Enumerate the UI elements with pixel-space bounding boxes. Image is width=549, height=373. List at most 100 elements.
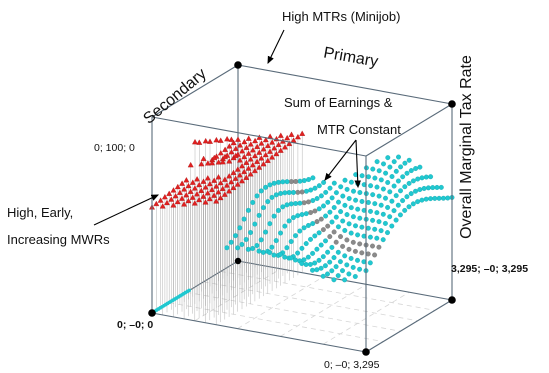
point-grey: [359, 250, 365, 256]
point-cyan: [398, 164, 404, 170]
point-cyan: [237, 225, 243, 231]
corner-dot: [448, 100, 456, 108]
point-cyan: [370, 192, 376, 198]
point-red: [230, 184, 237, 190]
point-cyan: [323, 213, 329, 219]
point-cyan: [365, 200, 371, 205]
point-red: [221, 176, 228, 182]
point-cyan: [423, 196, 429, 202]
point-cyan: [338, 209, 344, 215]
point-cyan: [410, 201, 416, 207]
point-cyan: [288, 255, 294, 261]
point-cyan: [303, 188, 309, 194]
point-cyan: [310, 267, 315, 273]
point-red: [202, 184, 209, 190]
point-cyan: [327, 209, 333, 215]
point-cyan: [402, 184, 408, 190]
point-cyan: [423, 174, 429, 180]
point-red: [192, 138, 198, 145]
point-red: [198, 160, 205, 167]
point-grey: [312, 208, 318, 214]
point-cyan: [380, 186, 386, 192]
floor-grid-line: [322, 291, 410, 345]
point-cyan: [404, 194, 410, 200]
point-cyan: [297, 200, 303, 206]
point-cyan: [372, 226, 378, 232]
point-cyan: [288, 201, 294, 207]
point-cyan: [250, 246, 256, 251]
point-cyan: [402, 160, 408, 166]
point-cyan: [372, 201, 378, 207]
point-cyan: [432, 195, 438, 201]
point-grey: [299, 189, 305, 195]
point-red: [170, 187, 177, 193]
point-red: [224, 135, 231, 142]
point-cyan: [329, 219, 335, 225]
point-cyan: [245, 207, 251, 213]
point-cyan: [299, 261, 305, 266]
point-cyan: [353, 223, 358, 229]
point-cyan: [406, 180, 412, 186]
point-red: [239, 148, 246, 154]
point-red: [204, 175, 211, 181]
corner-label-origin: 0; –0; 0: [117, 319, 153, 331]
box-edge: [151, 64, 239, 118]
point-cyan: [340, 268, 345, 274]
point-cyan: [396, 154, 401, 160]
point-red: [206, 195, 213, 202]
point-cyan: [241, 216, 247, 222]
point-cyan: [282, 190, 288, 196]
point-red: [294, 133, 301, 140]
point-red: [166, 190, 173, 196]
point-red: [168, 196, 175, 202]
point-red: [247, 156, 254, 162]
point-cyan: [402, 207, 408, 213]
point-cyan: [344, 262, 350, 268]
point-cyan: [252, 221, 258, 227]
point-cyan: [406, 157, 412, 163]
point-cyan: [419, 197, 425, 203]
point-floor-cyan: [187, 288, 191, 293]
point-cyan: [322, 263, 328, 269]
point-red: [213, 183, 220, 189]
point-cyan: [374, 184, 380, 190]
point-cyan: [355, 232, 361, 238]
point-cyan: [312, 233, 318, 239]
point-cyan: [331, 180, 337, 186]
point-cyan: [267, 182, 273, 188]
point-cyan: [387, 164, 393, 170]
annotation-high-line1: High, Early,: [7, 205, 73, 220]
point-cyan: [258, 237, 264, 243]
point-cyan: [314, 196, 320, 202]
point-cyan: [293, 201, 299, 206]
point-red: [202, 199, 209, 205]
point-cyan: [385, 155, 391, 161]
annotation-high-line2: Increasing MWRs: [7, 232, 110, 247]
point-red: [217, 137, 224, 143]
point-red: [226, 158, 233, 164]
point-red: [269, 139, 276, 145]
point-grey: [333, 239, 339, 245]
point-red: [185, 197, 192, 204]
point-cyan: [299, 212, 305, 217]
point-grey: [344, 237, 350, 243]
point-red: [239, 177, 245, 184]
box-edge: [237, 64, 453, 105]
point-red: [226, 143, 233, 149]
point-red: [277, 147, 284, 153]
point-cyan: [417, 187, 423, 193]
point-red: [243, 144, 250, 150]
point-red: [215, 189, 222, 195]
point-grey: [325, 223, 331, 229]
floor-grid-line: [237, 276, 324, 329]
point-cyan: [245, 246, 251, 252]
point-red: [172, 193, 179, 199]
point-cyan: [314, 246, 320, 252]
point-red: [196, 139, 203, 145]
point-cyan: [307, 261, 313, 267]
point-cyan: [357, 215, 363, 221]
point-cyan: [308, 187, 314, 193]
point-cyan: [271, 213, 277, 219]
point-red: [234, 166, 241, 172]
point-red: [232, 145, 239, 151]
